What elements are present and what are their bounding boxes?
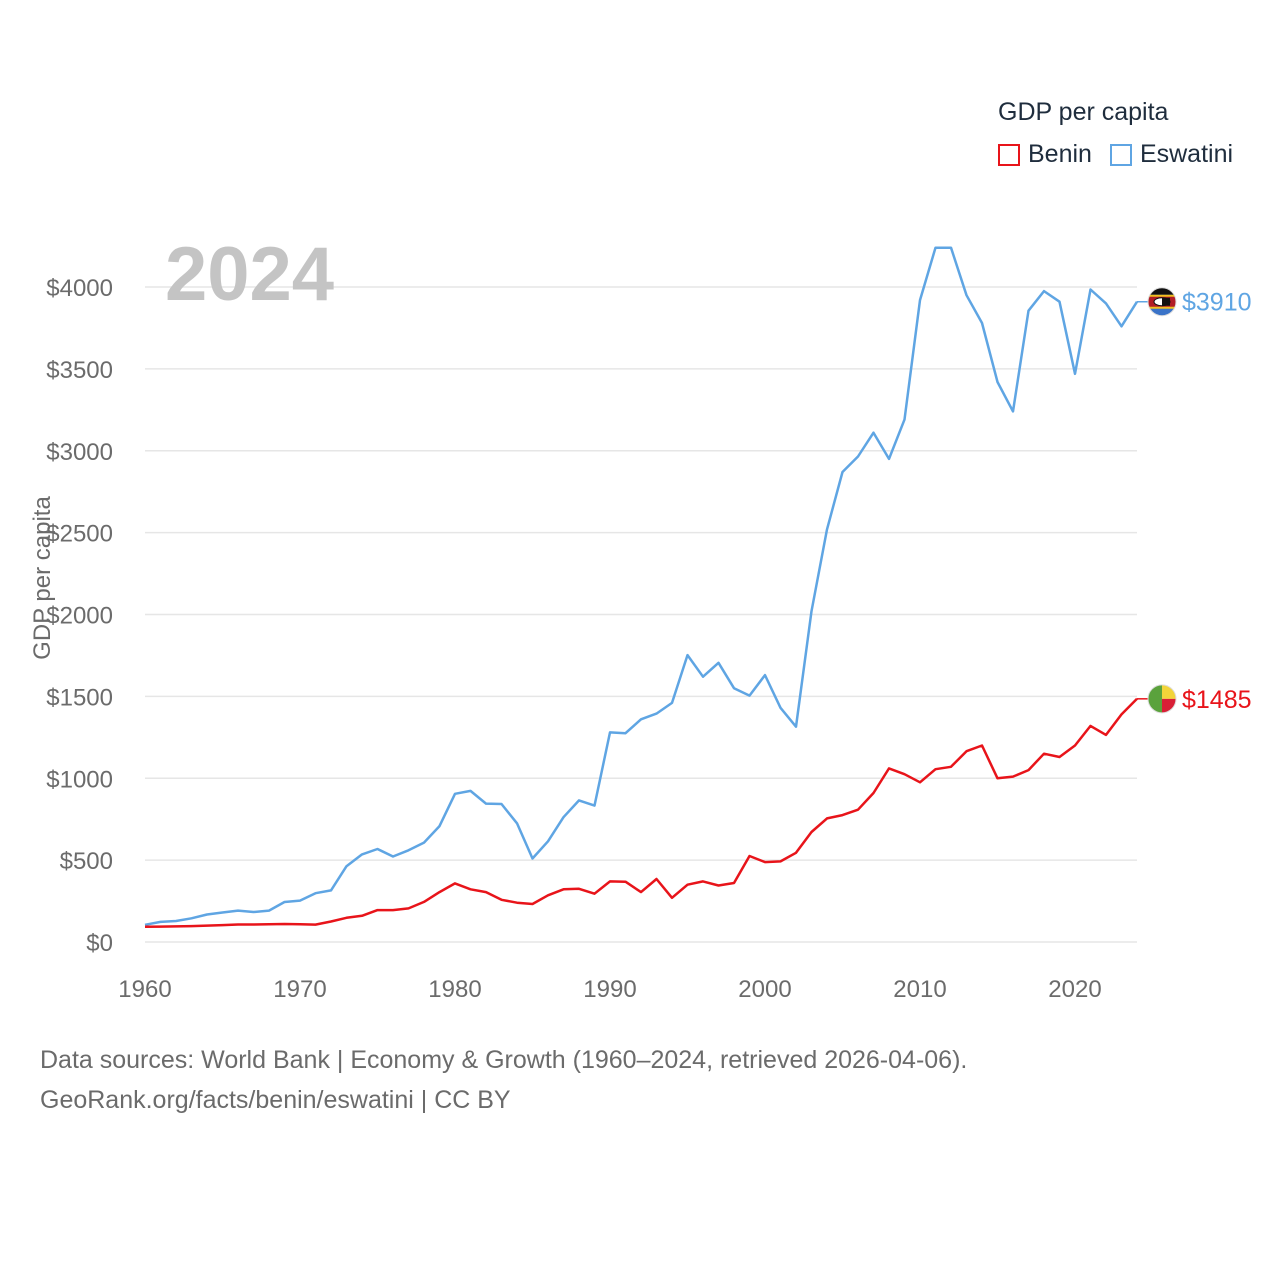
x-tick-label: 1960 bbox=[118, 976, 171, 1003]
series-line-eswatini[interactable] bbox=[144, 246, 1139, 927]
y-tick-label: $2500 bbox=[46, 521, 113, 548]
x-tick-label: 2010 bbox=[893, 976, 946, 1003]
x-tick-label: 1980 bbox=[428, 976, 481, 1003]
legend-label-benin: Benin bbox=[1028, 140, 1092, 168]
end-markers: $3910 $1485 bbox=[1137, 287, 1252, 714]
y-tick-label: $500 bbox=[60, 848, 113, 875]
x-tick-label: 2020 bbox=[1048, 976, 1101, 1003]
series-lines bbox=[144, 246, 1139, 929]
footer-sources: Data sources: World Bank | Economy & Gro… bbox=[40, 1046, 968, 1074]
y-axis-label: GDP per capita bbox=[29, 496, 56, 660]
x-tick-label: 2000 bbox=[738, 976, 791, 1003]
y-axis-ticks: $0 $500 $1000 $1500 $2000 $2500 $3000 $3500 $400… bbox=[46, 275, 113, 957]
y-tick-label: $1500 bbox=[46, 684, 113, 711]
x-axis-ticks: 1960 1970 1980 1990 2000 2010 2020 bbox=[118, 976, 1101, 1003]
x-tick-label: 1970 bbox=[273, 976, 326, 1003]
legend-swatch-benin bbox=[998, 143, 1020, 166]
legend-title: GDP per capita bbox=[998, 98, 1169, 126]
end-value-eswatini: $3910 bbox=[1182, 289, 1252, 317]
legend: Benin Eswatini bbox=[998, 140, 1251, 169]
flag-benin-icon bbox=[1147, 684, 1177, 714]
flag-eswatini-icon bbox=[1147, 287, 1177, 317]
end-value-benin: $1485 bbox=[1182, 686, 1252, 714]
footer: Data sources: World Bank | Economy & Gro… bbox=[40, 1040, 967, 1120]
gridlines bbox=[145, 286, 1137, 943]
legend-swatch-eswatini bbox=[1109, 143, 1132, 166]
y-tick-label: $0 bbox=[86, 930, 113, 957]
y-tick-label: $3000 bbox=[46, 439, 113, 466]
series-line-benin[interactable] bbox=[144, 697, 1138, 929]
footer-credit[interactable]: GeoRank.org/facts/benin/eswatini | CC BY bbox=[40, 1086, 511, 1114]
year-watermark: 2024 bbox=[165, 232, 334, 317]
x-tick-label: 1990 bbox=[583, 976, 636, 1003]
legend-item-benin[interactable]: Benin bbox=[998, 140, 1092, 169]
legend-label-eswatini: Eswatini bbox=[1139, 140, 1234, 168]
y-tick-label: $4000 bbox=[46, 275, 113, 302]
y-tick-label: $3500 bbox=[46, 357, 113, 384]
y-tick-label: $1000 bbox=[46, 766, 113, 793]
legend-item-eswatini[interactable]: Eswatini bbox=[1109, 140, 1234, 169]
y-tick-label: $2000 bbox=[46, 603, 113, 630]
